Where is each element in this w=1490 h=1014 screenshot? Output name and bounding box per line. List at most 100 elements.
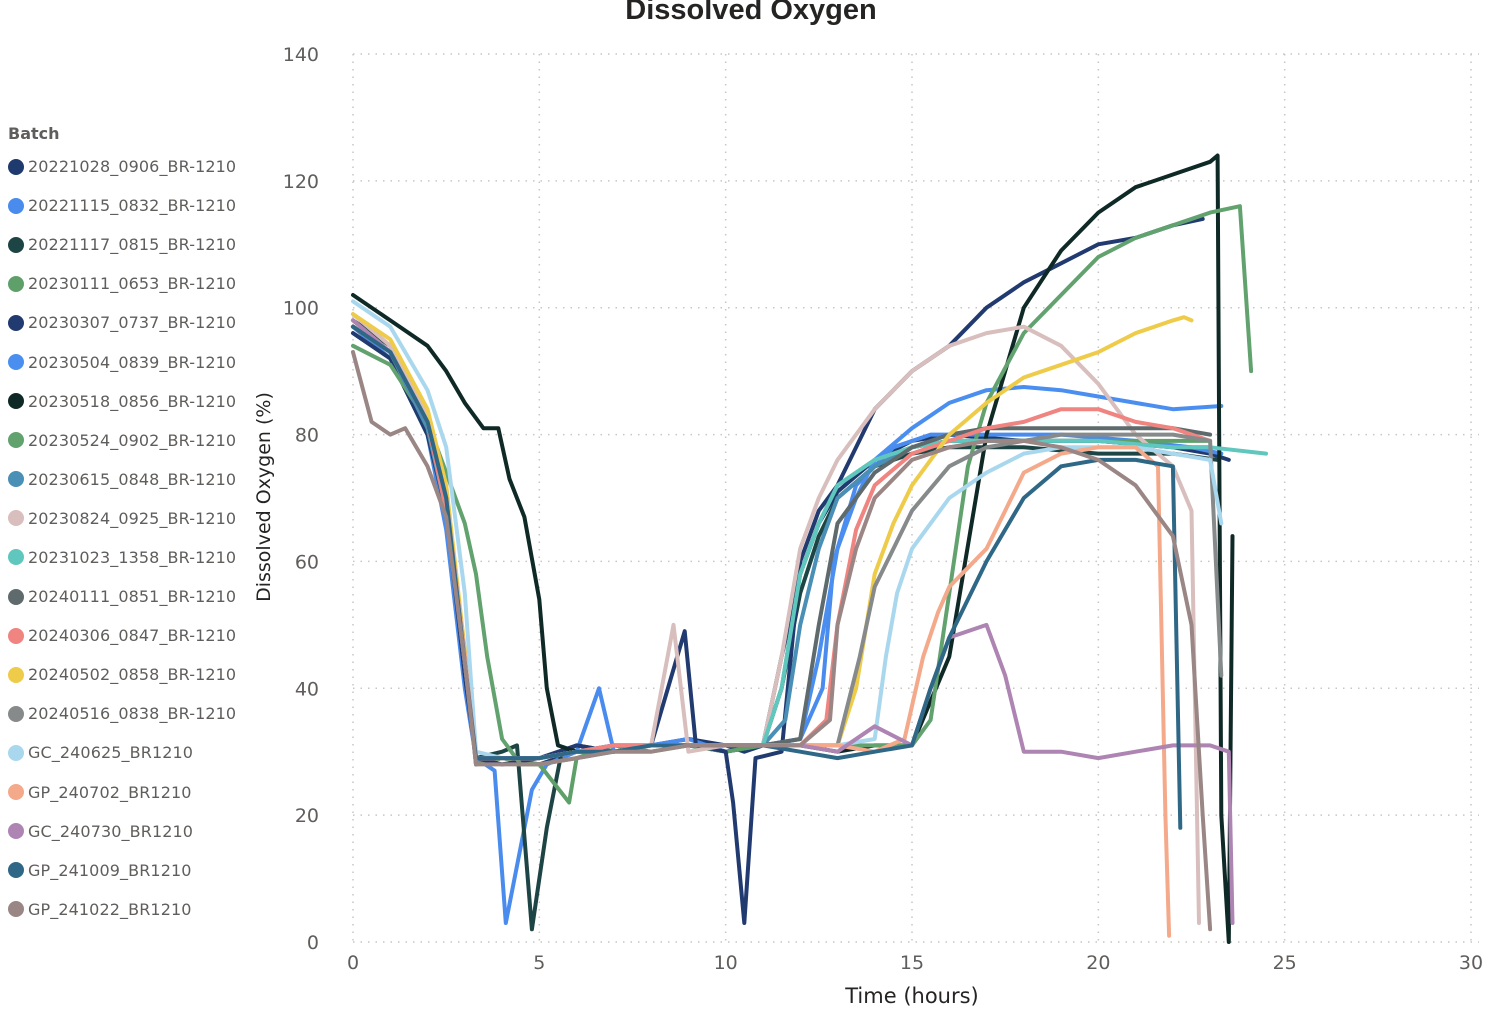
legend-label: GP_240702_BR1210 (28, 782, 192, 802)
series-layer (351, 153, 1268, 944)
legend-marker-icon (8, 901, 24, 918)
legend-label: GP_241009_BR1210 (28, 860, 192, 880)
legend-item[interactable]: 20240516_0838_BR-1210 (8, 694, 253, 733)
grid (352, 53, 1479, 943)
y-tick-label: 60 (295, 551, 319, 573)
legend-label: GC_240625_BR1210 (28, 743, 194, 763)
series-line-17[interactable] (351, 318, 1172, 938)
legend-marker-icon (8, 354, 24, 371)
legend-item[interactable]: GP_241009_BR1210 (8, 851, 253, 890)
series-line-14[interactable] (351, 312, 1194, 761)
legend-item[interactable]: 20230524_0902_BR-1210 (8, 421, 253, 460)
legend-item[interactable]: 20221028_0906_BR-1210 (8, 147, 253, 186)
x-tick-label: 20 (1086, 952, 1110, 974)
series-line-16[interactable] (351, 299, 1224, 761)
legend-marker-icon (8, 744, 24, 761)
series-line-10[interactable] (351, 312, 1201, 925)
legend-label: 20240306_0847_BR-1210 (28, 626, 237, 646)
legend-label: GC_240730_BR1210 (28, 821, 194, 841)
legend-item[interactable]: 20230518_0856_BR-1210 (8, 382, 253, 421)
x-tick-label: 25 (1273, 952, 1297, 974)
y-tick-label: 0 (307, 932, 319, 954)
legend-marker-icon (8, 705, 24, 722)
x-axis-label: Time (hours) (844, 984, 979, 1008)
legend-label: 20230518_0856_BR-1210 (28, 391, 237, 411)
y-tick-label: 120 (283, 171, 319, 193)
legend-marker-icon (8, 314, 24, 331)
x-tick-label: 5 (533, 952, 545, 974)
legend-item[interactable]: 20230504_0839_BR-1210 (8, 342, 253, 381)
y-tick-label: 100 (283, 298, 319, 320)
legend-marker-icon (8, 275, 24, 292)
legend-label: 20230615_0848_BR-1210 (28, 469, 237, 489)
series-line-3[interactable] (351, 318, 1220, 932)
legend-marker-icon (8, 823, 24, 840)
legend-label: 20230111_0653_BR-1210 (28, 274, 237, 294)
legend-item[interactable]: 20230824_0925_BR-1210 (8, 499, 253, 538)
legend-label: 20221117_0815_BR-1210 (28, 235, 237, 255)
legend-title: Batch (8, 124, 60, 143)
legend-item[interactable]: GP_241022_BR1210 (8, 890, 253, 929)
y-tick-label: 40 (295, 678, 319, 700)
legend-items: 20221028_0906_BR-1210 20221115_0832_BR-12… (8, 147, 253, 929)
series-line-15[interactable] (351, 324, 1224, 761)
legend-label: 20230504_0839_BR-1210 (28, 352, 237, 372)
x-tick-label: 10 (714, 952, 738, 974)
x-tick-label: 0 (347, 952, 359, 974)
legend-label: 20240516_0838_BR-1210 (28, 704, 237, 724)
series-line-12[interactable] (351, 324, 1213, 761)
x-tick-label: 30 (1459, 952, 1483, 974)
series-line-2[interactable] (351, 324, 1224, 925)
legend-item[interactable]: 20240502_0858_BR-1210 (8, 655, 253, 694)
legend-item[interactable]: 20230615_0848_BR-1210 (8, 460, 253, 499)
series-line-7[interactable] (351, 153, 1235, 944)
series-line-6[interactable] (351, 324, 1224, 761)
series-line-11[interactable] (351, 324, 1268, 761)
legend-label: GP_241022_BR1210 (28, 899, 192, 919)
series-line-5[interactable] (351, 216, 1205, 925)
series-line-9[interactable] (351, 324, 1213, 761)
legend-marker-icon (8, 862, 24, 879)
series-line-19[interactable] (351, 324, 1183, 830)
x-tick-label: 15 (900, 952, 924, 974)
series-line-8[interactable] (351, 204, 1254, 767)
legend-item[interactable]: 20240111_0851_BR-1210 (8, 577, 253, 616)
legend-marker-icon (8, 510, 24, 527)
legend-label: 20221115_0832_BR-1210 (28, 196, 237, 216)
legend-marker-icon (8, 158, 24, 175)
legend-marker-icon (8, 432, 24, 449)
series-line-20[interactable] (351, 350, 1213, 932)
series-line-4[interactable] (351, 331, 1213, 805)
series-line-1[interactable] (351, 324, 1231, 767)
legend-item[interactable]: 20230307_0737_BR-1210 (8, 303, 253, 342)
legend-item[interactable]: 20221117_0815_BR-1210 (8, 225, 253, 264)
legend-item[interactable]: 20231023_1358_BR-1210 (8, 538, 253, 577)
legend: Batch 20221028_0906_BR-1210 20221115_0832… (8, 124, 253, 929)
legend-label: 20230824_0925_BR-1210 (28, 508, 237, 528)
legend-marker-icon (8, 197, 24, 214)
legend-item[interactable]: 20230111_0653_BR-1210 (8, 264, 253, 303)
legend-label: 20230307_0737_BR-1210 (28, 313, 237, 333)
legend-item[interactable]: 20221115_0832_BR-1210 (8, 186, 253, 225)
legend-item[interactable]: GC_240730_BR1210 (8, 812, 253, 851)
legend-label: 20240111_0851_BR-1210 (28, 587, 237, 607)
legend-marker-icon (8, 666, 24, 683)
y-tick-label: 80 (295, 425, 319, 447)
legend-item[interactable]: GC_240625_BR1210 (8, 733, 253, 772)
y-axis-label: Dissolved Oxygen (%) (253, 392, 275, 602)
legend-marker-icon (8, 549, 24, 566)
legend-label: 20221028_0906_BR-1210 (28, 157, 237, 177)
legend-marker-icon (8, 236, 24, 253)
legend-marker-icon (8, 627, 24, 644)
legend-label: 20231023_1358_BR-1210 (28, 547, 237, 567)
legend-marker-icon (8, 784, 24, 801)
axes: 0 20 40 60 80 100 120 140 0 5 10 15 20 25 30 (283, 44, 1483, 974)
legend-label: 20240502_0858_BR-1210 (28, 665, 237, 685)
legend-item[interactable]: 20240306_0847_BR-1210 (8, 616, 253, 655)
series-line-18[interactable] (351, 318, 1235, 925)
legend-marker-icon (8, 393, 24, 410)
series-line-13[interactable] (351, 324, 1213, 761)
legend-label: 20230524_0902_BR-1210 (28, 430, 237, 450)
legend-item[interactable]: GP_240702_BR1210 (8, 773, 253, 812)
